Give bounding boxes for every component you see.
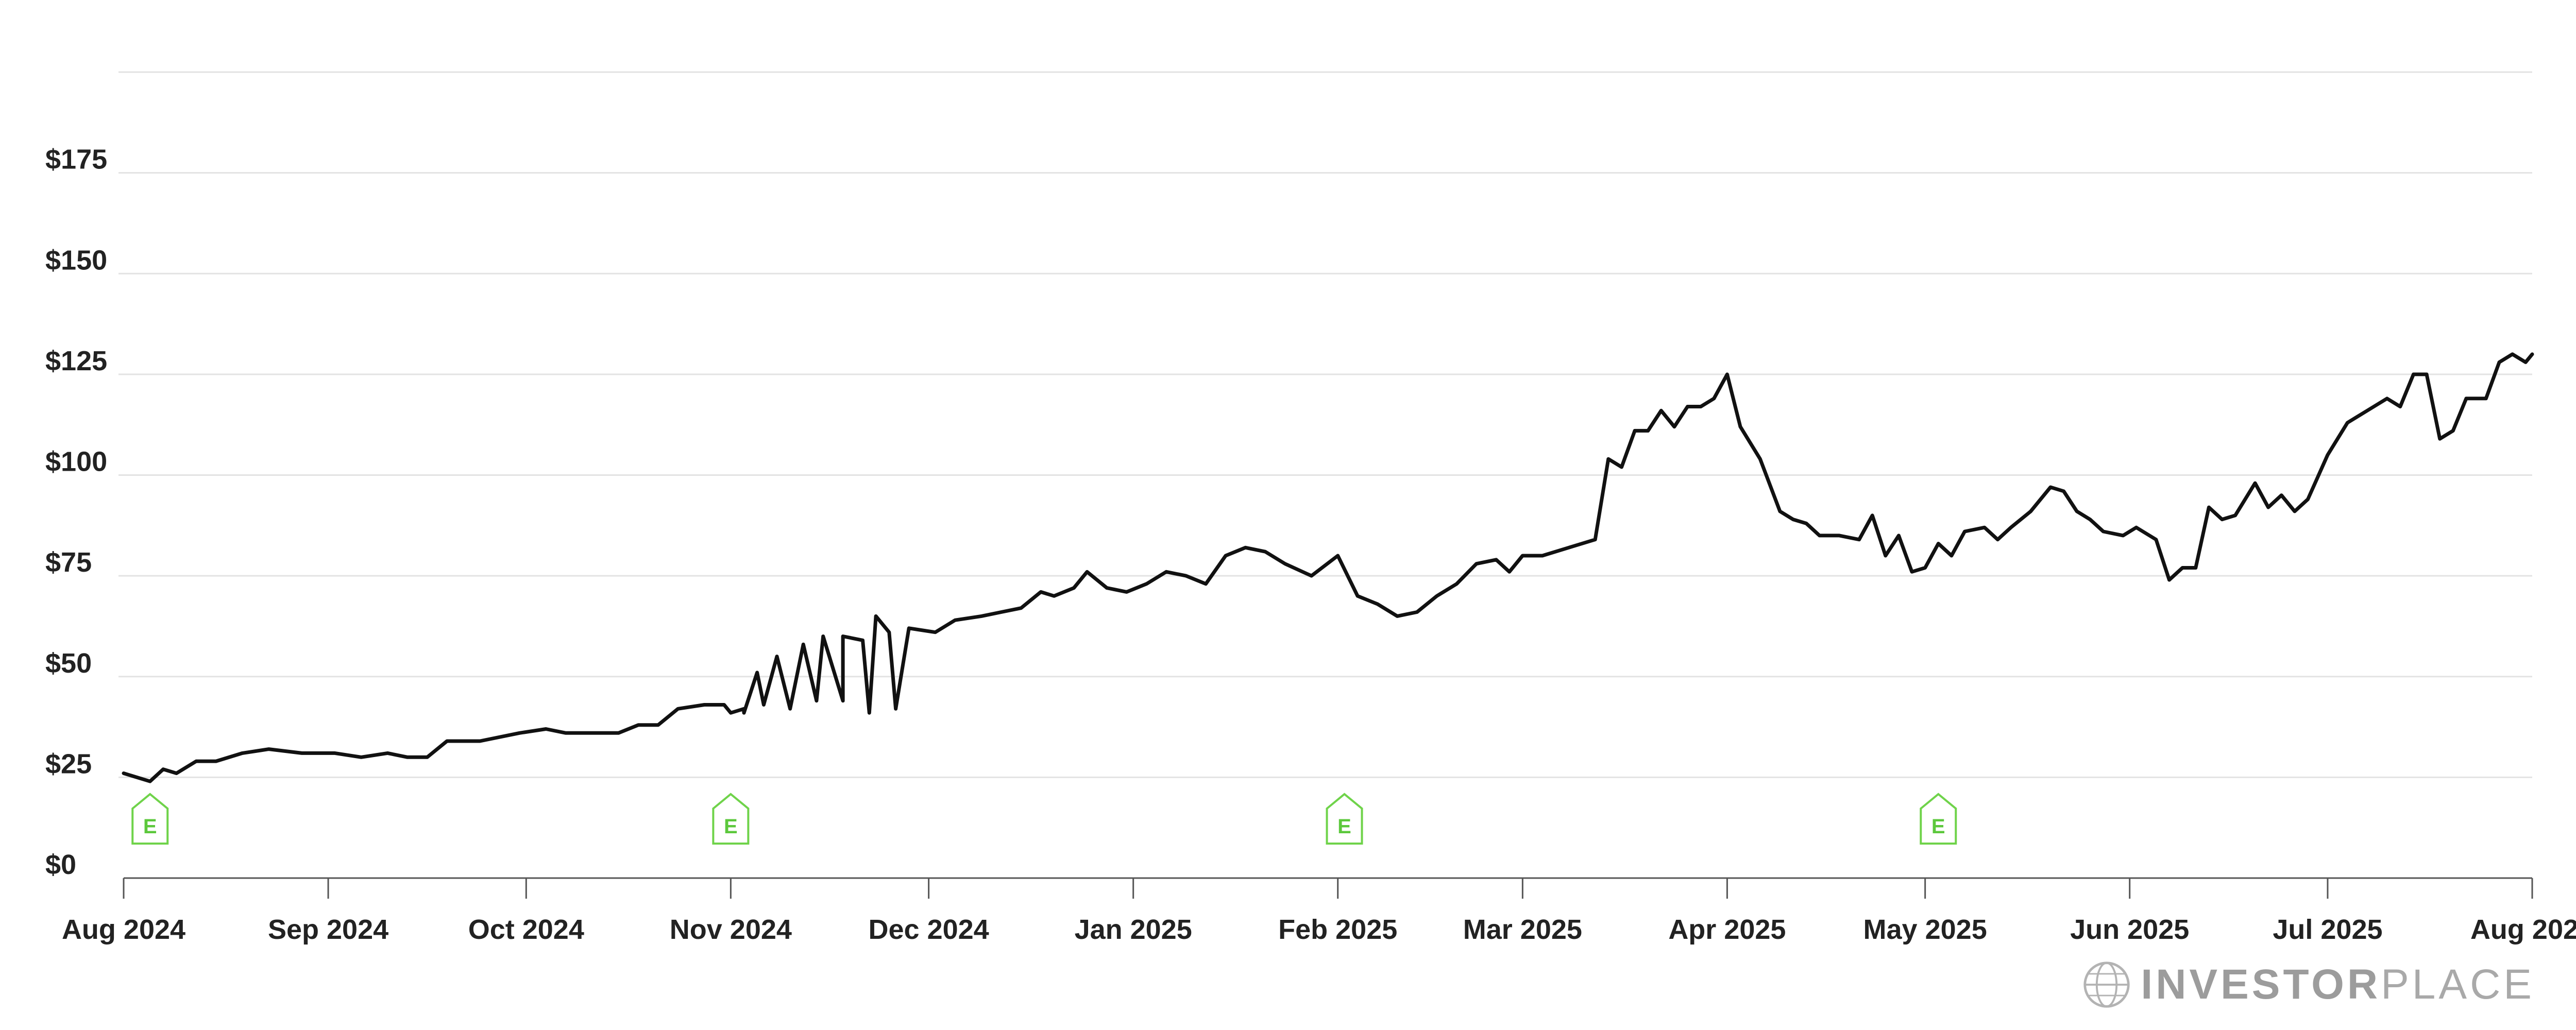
- y-tick-label: $0: [45, 849, 76, 880]
- series-lines: [122, 352, 2534, 783]
- earnings-badge: [131, 793, 169, 845]
- x-tick-label: Feb 2025: [1278, 914, 1397, 945]
- earnings-marker: E: [1920, 793, 1957, 845]
- gridlines: [118, 71, 2532, 778]
- x-tick-label: Aug 2024: [62, 914, 185, 945]
- y-tick-label: $50: [45, 648, 92, 679]
- x-tick-label: Mar 2025: [1463, 914, 1582, 945]
- logo-text-bold: INVESTOR: [2141, 961, 2381, 1008]
- y-tick-label: $25: [45, 748, 92, 779]
- y-tick-label: $125: [45, 346, 107, 376]
- x-tick-label: Jan 2025: [1075, 914, 1192, 945]
- logo-wordmark: INVESTORPLACE: [2141, 960, 2535, 1009]
- earnings-label: E: [143, 815, 157, 838]
- x-tick-label: Oct 2024: [468, 914, 584, 945]
- earnings-marker: E: [712, 793, 750, 845]
- earnings-label: E: [1337, 815, 1351, 838]
- x-tick-label: Jun 2025: [2070, 914, 2189, 945]
- series-line: [122, 352, 2534, 783]
- globe-icon: [2083, 962, 2130, 1008]
- x-tick-label: Jul 2025: [2273, 914, 2382, 945]
- earnings-label: E: [1931, 815, 1945, 838]
- earnings-marker: E: [1326, 793, 1363, 845]
- x-tick-label: May 2025: [1863, 914, 1987, 945]
- earnings-label: E: [724, 815, 738, 838]
- x-tick-label: Nov 2024: [670, 914, 792, 945]
- y-tick-label: $100: [45, 447, 107, 477]
- logo-text-light: PLACE: [2381, 961, 2535, 1008]
- x-tick-label: Dec 2024: [869, 914, 989, 945]
- y-axis: $0 $25 $50 $75 $100 $125 $150 $175: [45, 144, 107, 880]
- y-tick-label: $150: [45, 245, 107, 276]
- earnings-badge: [712, 793, 750, 845]
- x-axis: Aug 2024 Sep 2024 Oct 2024 Nov 2024 Dec 2024…: [62, 877, 2576, 945]
- y-tick-label: $75: [45, 547, 92, 578]
- x-tick-label: Sep 2024: [268, 914, 388, 945]
- earnings-badge: [1326, 793, 1363, 845]
- earnings-marker: E: [131, 793, 169, 845]
- earnings-badge: [1920, 793, 1957, 845]
- y-tick-label: $175: [45, 144, 107, 175]
- x-tick-label: Apr 2025: [1668, 914, 1786, 945]
- x-tick-label: Aug 2025: [2470, 914, 2576, 945]
- investorplace-logo: INVESTORPLACE: [2082, 960, 2535, 1009]
